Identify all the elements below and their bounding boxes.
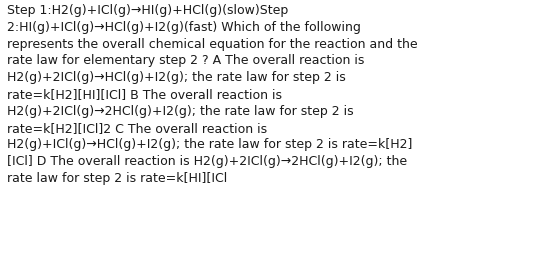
Text: Step 1:H2(g)+ICl(g)→HI(g)+HCl(g)(slow)Step
2:HI(g)+ICl(g)→HCl(g)+I2(g)(fast) Whi: Step 1:H2(g)+ICl(g)→HI(g)+HCl(g)(slow)St… — [7, 4, 417, 185]
